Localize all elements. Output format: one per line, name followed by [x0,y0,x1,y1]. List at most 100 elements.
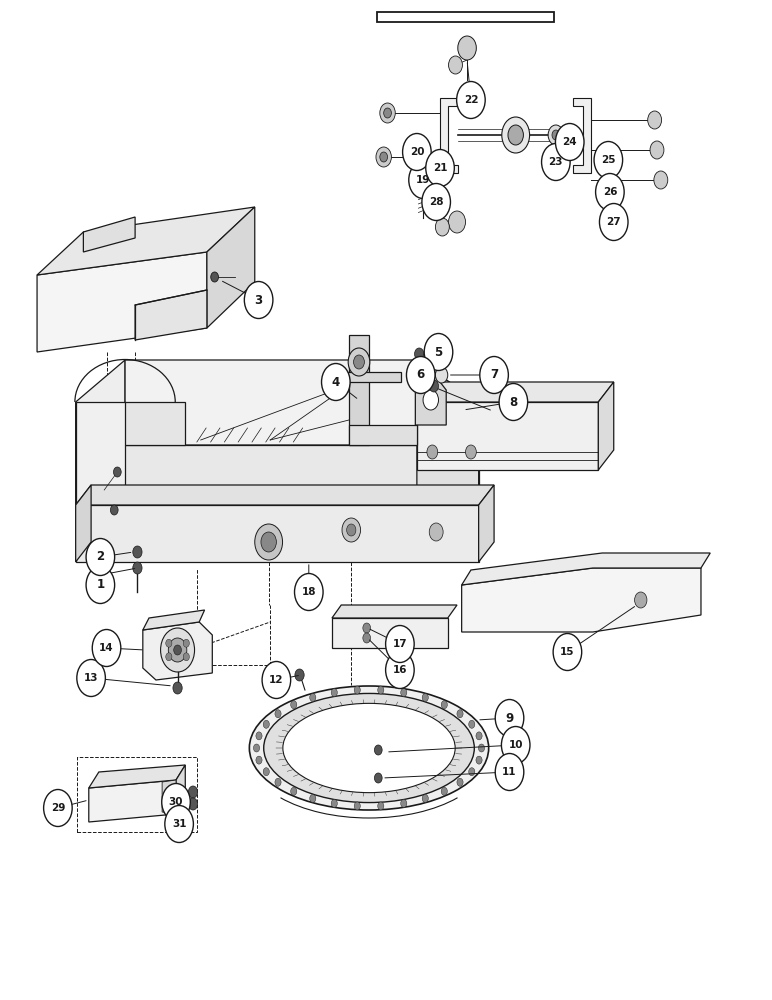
Circle shape [331,689,337,697]
Circle shape [291,787,297,795]
Bar [77,757,197,832]
Text: 9: 9 [506,712,513,724]
Circle shape [458,36,476,60]
Polygon shape [125,402,185,445]
Circle shape [256,756,262,764]
Text: 21: 21 [433,163,447,173]
Circle shape [110,505,118,515]
Polygon shape [462,568,701,632]
Circle shape [348,348,370,376]
Text: 3: 3 [255,294,262,306]
Circle shape [499,383,528,420]
Polygon shape [76,360,125,505]
Circle shape [401,799,407,807]
Circle shape [508,125,523,145]
Circle shape [173,682,182,694]
Circle shape [275,710,281,718]
Text: 27: 27 [607,217,621,227]
Circle shape [263,720,269,728]
Circle shape [654,171,668,189]
Polygon shape [415,372,446,425]
Circle shape [244,282,273,318]
Circle shape [168,638,187,662]
Polygon shape [162,780,176,814]
Circle shape [261,532,276,552]
Circle shape [384,108,391,118]
Polygon shape [332,605,457,618]
Circle shape [427,445,438,459]
Circle shape [162,784,191,820]
Text: 6: 6 [417,368,425,381]
Circle shape [263,768,269,776]
Circle shape [183,639,189,647]
Text: 18: 18 [302,587,316,597]
Circle shape [380,103,395,123]
Circle shape [342,518,361,542]
Circle shape [552,130,560,140]
Polygon shape [332,618,448,648]
Bar [377,12,554,22]
Polygon shape [340,372,401,382]
Polygon shape [417,360,479,505]
Circle shape [188,798,198,810]
Circle shape [256,732,262,740]
Circle shape [555,123,584,160]
Polygon shape [417,382,614,402]
Text: 15: 15 [560,647,574,657]
Polygon shape [76,485,494,505]
Circle shape [594,141,622,178]
Circle shape [93,630,120,666]
Circle shape [425,334,452,370]
Circle shape [469,768,475,776]
Circle shape [310,694,316,702]
Text: 20: 20 [410,147,424,157]
Polygon shape [125,445,479,505]
Circle shape [423,390,438,410]
Circle shape [331,799,337,807]
Circle shape [380,152,388,162]
Circle shape [354,355,364,369]
Circle shape [599,204,628,240]
Circle shape [363,623,371,633]
Text: 24: 24 [563,137,577,147]
Text: 17: 17 [393,639,407,649]
Circle shape [425,149,454,186]
Circle shape [295,574,323,610]
Polygon shape [76,505,479,562]
Ellipse shape [283,703,455,793]
Circle shape [86,538,114,576]
Polygon shape [83,217,135,252]
Circle shape [295,669,304,681]
Ellipse shape [264,693,474,803]
Circle shape [415,361,424,373]
Circle shape [466,445,476,459]
Circle shape [401,689,407,697]
Circle shape [429,523,443,541]
Circle shape [595,174,624,211]
Text: 26: 26 [603,187,617,197]
Circle shape [188,786,198,798]
Circle shape [374,773,382,783]
Circle shape [262,662,290,698]
Circle shape [553,634,582,670]
Polygon shape [207,207,255,328]
Circle shape [86,566,114,603]
Circle shape [133,546,142,558]
Circle shape [113,467,121,477]
Circle shape [133,562,142,574]
Text: 1: 1 [96,578,104,591]
Circle shape [378,802,384,810]
Circle shape [635,592,647,608]
Polygon shape [349,335,369,445]
Text: 5: 5 [435,346,442,359]
Circle shape [409,161,437,198]
Text: 8: 8 [510,395,517,408]
Circle shape [449,56,462,74]
Circle shape [165,806,193,842]
Circle shape [422,694,428,702]
Circle shape [650,141,664,159]
Polygon shape [176,765,185,814]
Polygon shape [417,402,598,470]
Text: 23: 23 [549,157,563,167]
Circle shape [310,794,316,802]
